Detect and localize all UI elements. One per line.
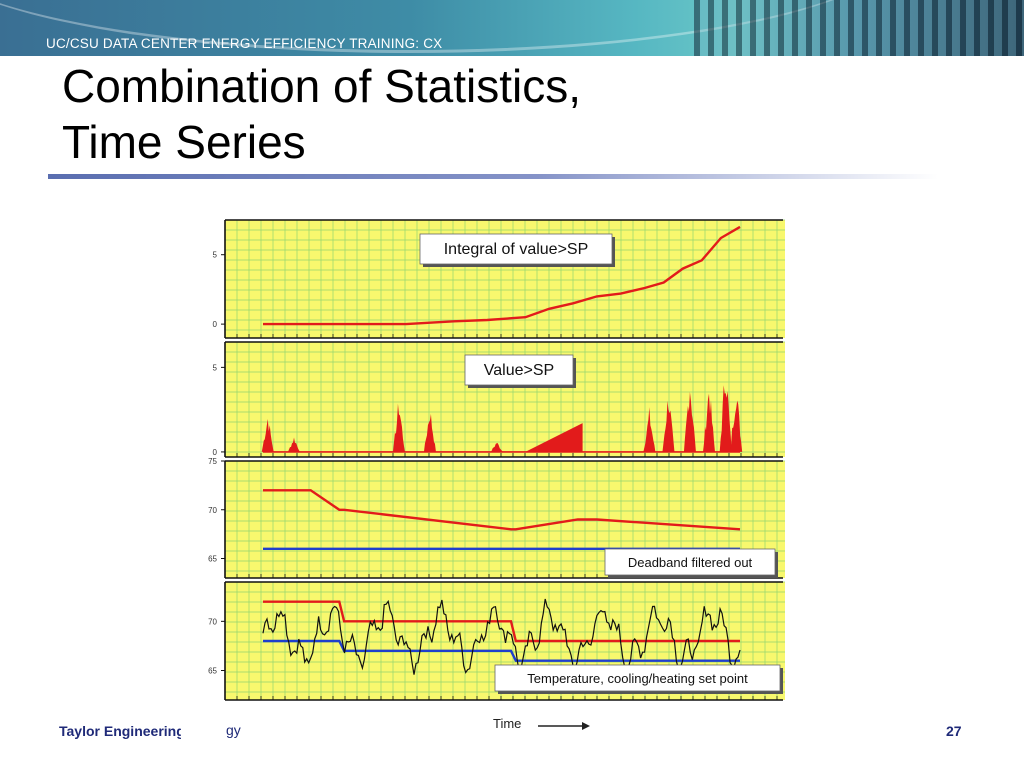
annotation-box <box>464 354 574 386</box>
series-spike <box>730 400 743 452</box>
time-series-figure: 0 5 Integral of value>SP 0 5 Value>SP 65 70 75 De… <box>208 219 785 701</box>
chart-panel-3: 65 70 75 Deadband filtered out <box>208 457 785 579</box>
annotation-box <box>494 664 781 692</box>
y-tick-label: 70 <box>208 617 217 626</box>
chart-panel-2: 0 5 Value>SP <box>213 341 785 458</box>
y-tick-label: 75 <box>208 457 217 466</box>
series-spike <box>702 393 715 452</box>
page-number: 27 <box>946 723 962 739</box>
series-spike <box>423 413 436 452</box>
series-spike <box>719 385 732 452</box>
series-spike <box>662 400 675 452</box>
y-tick-label: 70 <box>208 506 217 515</box>
y-tick-label: 5 <box>213 251 218 260</box>
title-line-1: Combination of Statistics, <box>62 60 582 112</box>
annotation-box <box>604 548 776 576</box>
time-arrow-icon <box>538 722 590 730</box>
series-spike <box>490 443 503 452</box>
y-tick-label: 0 <box>213 320 218 329</box>
title-line-2: Time Series <box>62 116 306 168</box>
series-line <box>263 639 740 662</box>
chart-panel-4: 65 70 Temperature, cooling/heating set poi… <box>208 581 785 701</box>
y-tick-label: 0 <box>213 448 218 457</box>
y-tick-label: 65 <box>208 555 217 564</box>
y-tick-label: 5 <box>213 363 218 372</box>
x-axis-label: Time <box>493 716 522 731</box>
series-spike <box>288 437 301 452</box>
title-underline <box>48 174 938 179</box>
series-line <box>263 489 741 531</box>
series-spike <box>683 391 696 452</box>
annotation-label: Integral of value>SP <box>444 241 589 258</box>
annotation-box <box>419 233 613 265</box>
banner-title: UC/CSU DATA CENTER ENERGY EFFICIENCY TRA… <box>46 36 443 51</box>
series-line <box>263 225 741 326</box>
server-racks-image <box>694 0 1024 56</box>
series-spike <box>643 407 656 452</box>
footer-company: Taylor Engineering <box>59 723 181 739</box>
series-area <box>525 423 583 452</box>
series-line <box>262 598 741 677</box>
series-line <box>263 600 740 643</box>
annotation-label: Value>SP <box>484 362 554 379</box>
slide-title: Combination of Statistics, Time Series <box>62 58 581 170</box>
series-spike <box>261 419 274 452</box>
annotation-label: Temperature, cooling/heating set point <box>527 671 748 686</box>
banner-arc-decoration <box>0 0 900 53</box>
footer-fragment: gy <box>226 722 241 738</box>
series-spike <box>392 403 405 452</box>
y-tick-label: 65 <box>208 667 217 676</box>
annotation-label: Deadband filtered out <box>628 555 753 570</box>
header-banner: UC/CSU DATA CENTER ENERGY EFFICIENCY TRA… <box>0 0 1024 56</box>
chart-panel-1: 0 5 Integral of value>SP <box>213 219 785 339</box>
